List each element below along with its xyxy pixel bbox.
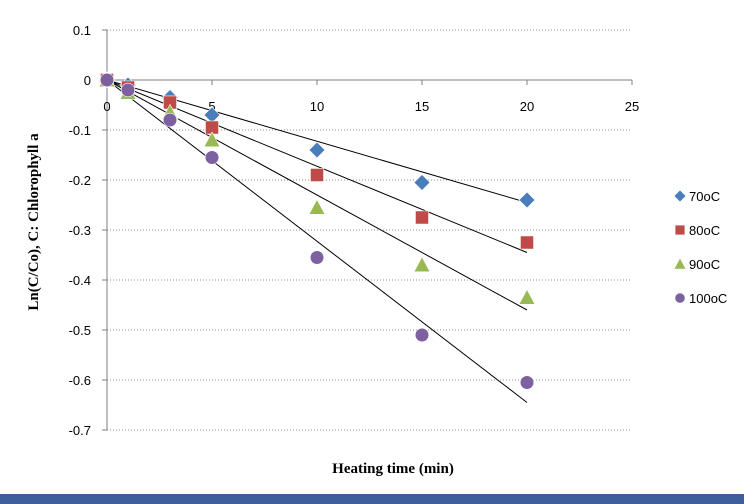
legend-label-80oC: 80oC <box>689 223 720 238</box>
point-100oC-0 <box>99 72 115 88</box>
y-tick-label-5: -0.4 <box>69 273 91 288</box>
point-100oC-4 <box>309 250 325 265</box>
y-tick-label-3: -0.2 <box>69 173 91 188</box>
x-tick-label-3: 15 <box>415 99 429 114</box>
point-90oC-6 <box>518 288 536 305</box>
x-axis-title: Heating time (min) <box>332 461 454 477</box>
point-80oC-6 <box>520 235 534 250</box>
point-70oC-4 <box>308 141 326 159</box>
point-100oC-6 <box>519 375 535 390</box>
trendline-100oC <box>106 79 528 403</box>
y-tick-label-0: 0.1 <box>73 23 91 38</box>
trendline-70oC <box>106 79 528 203</box>
x-tick-label-4: 20 <box>520 99 534 114</box>
legend-label-90oC: 90oC <box>689 257 720 272</box>
point-80oC-4 <box>310 168 324 182</box>
legend-marker-100oC <box>674 292 686 304</box>
point-100oC-2 <box>162 112 178 128</box>
point-70oC-6 <box>518 191 536 209</box>
y-axis-title: Ln(C/Co), C: Chlorophyll a <box>26 133 42 311</box>
point-100oC-1 <box>120 82 136 98</box>
x-tick-label-5: 25 <box>625 99 639 114</box>
trendline-80oC <box>106 79 528 253</box>
point-90oC-4 <box>308 198 326 215</box>
legend-marker-90oC <box>673 257 687 270</box>
x-tick-label-0: 0 <box>103 99 110 114</box>
x-tick-label-2: 10 <box>310 99 324 114</box>
legend-marker-80oC <box>674 224 686 236</box>
point-90oC-5 <box>413 256 431 273</box>
legend-label-70oC: 70oC <box>689 189 720 204</box>
y-tick-label-1: 0 <box>84 73 91 88</box>
y-tick-label-2: -0.1 <box>69 123 91 138</box>
legend-label-100oC: 100oC <box>689 291 727 306</box>
y-tick-label-8: -0.7 <box>69 423 91 438</box>
y-tick-label-7: -0.6 <box>69 373 91 388</box>
point-100oC-5 <box>414 327 430 343</box>
point-100oC-3 <box>204 150 220 165</box>
point-90oC-3 <box>203 131 221 148</box>
legend-marker-70oC <box>673 189 687 203</box>
point-80oC-5 <box>415 210 429 225</box>
x-tick-label-1: 5 <box>208 99 215 114</box>
bottom-accent-bar <box>0 494 744 504</box>
point-70oC-5 <box>413 174 431 191</box>
y-tick-label-6: -0.5 <box>69 323 91 338</box>
y-tick-label-4: -0.3 <box>69 223 91 238</box>
